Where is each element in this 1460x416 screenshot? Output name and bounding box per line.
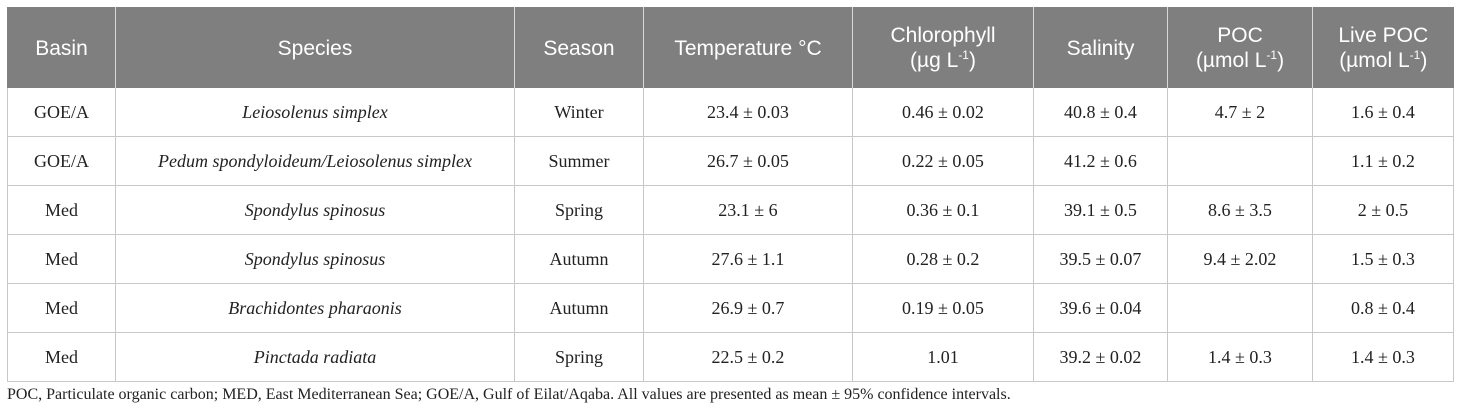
header-chlorophyll-unit: (µg L: [910, 49, 959, 72]
header-poc-label: POC: [1217, 24, 1263, 47]
unit-close: ): [968, 49, 976, 72]
header-poc-unit: (µmol L: [1195, 49, 1267, 72]
cell-salinity: 39.5 ± 0.07: [1033, 234, 1168, 284]
cell-season: Autumn: [514, 234, 644, 284]
header-season: Season: [514, 7, 644, 88]
cell-temperature: 22.5 ± 0.2: [643, 332, 853, 382]
header-salinity: Salinity: [1033, 7, 1168, 88]
cell-season: Summer: [514, 136, 644, 186]
cell-basin: Med: [7, 185, 116, 235]
cell-season: Spring: [514, 185, 644, 235]
cell-temperature: 23.1 ± 6: [643, 185, 853, 235]
cell-temperature: 26.9 ± 0.7: [643, 283, 853, 333]
table-row: Med Spondylus spinosus Autumn 27.6 ± 1.1…: [7, 234, 1454, 284]
cell-salinity: 39.1 ± 0.5: [1033, 185, 1168, 235]
cell-chlorophyll: 1.01: [852, 332, 1034, 382]
cell-chlorophyll: 0.36 ± 0.1: [852, 185, 1034, 235]
cell-salinity: 40.8 ± 0.4: [1033, 88, 1168, 137]
cell-live-poc: 2 ± 0.5: [1312, 185, 1454, 235]
unit-close: ): [1420, 49, 1428, 72]
cell-live-poc: 1.1 ± 0.2: [1312, 136, 1454, 186]
cell-poc: [1167, 136, 1313, 186]
cell-season: Spring: [514, 332, 644, 382]
cell-basin: Med: [7, 332, 116, 382]
header-basin: Basin: [7, 7, 116, 88]
header-chlorophyll-label: Chlorophyll: [890, 24, 996, 47]
cell-live-poc: 1.5 ± 0.3: [1312, 234, 1454, 284]
table-row: GOE/A Pedum spondyloideum/Leiosolenus si…: [7, 136, 1454, 186]
cell-poc: 8.6 ± 3.5: [1167, 185, 1313, 235]
table-footnote: POC, Particulate organic carbon; MED, Ea…: [7, 386, 1011, 403]
cell-poc: 4.7 ± 2: [1167, 88, 1313, 137]
table-header: Basin Species Season Temperature °C Chlo…: [7, 7, 1454, 88]
cell-species: Pinctada radiata: [115, 332, 515, 382]
cell-species: Pedum spondyloideum/Leiosolenus simplex: [115, 136, 515, 186]
cell-live-poc: 0.8 ± 0.4: [1312, 283, 1454, 333]
cell-basin: GOE/A: [7, 136, 116, 186]
cell-season: Winter: [514, 88, 644, 137]
unit-exponent: -1: [1409, 48, 1421, 62]
cell-chlorophyll: 0.46 ± 0.02: [852, 88, 1034, 137]
header-row: Basin Species Season Temperature °C Chlo…: [7, 7, 1454, 88]
header-live-poc: Live POC (µmol L-1): [1312, 7, 1454, 88]
cell-salinity: 39.2 ± 0.02: [1033, 332, 1168, 382]
cell-temperature: 27.6 ± 1.1: [643, 234, 853, 284]
cell-live-poc: 1.4 ± 0.3: [1312, 332, 1454, 382]
table-body: GOE/A Leiosolenus simplex Winter 23.4 ± …: [7, 88, 1454, 382]
cell-live-poc: 1.6 ± 0.4: [1312, 88, 1454, 137]
cell-basin: Med: [7, 283, 116, 333]
cell-species: Leiosolenus simplex: [115, 88, 515, 137]
cell-season: Autumn: [514, 283, 644, 333]
header-species: Species: [115, 7, 515, 88]
cell-temperature: 23.4 ± 0.03: [643, 88, 853, 137]
table-row: Med Brachidontes pharaonis Autumn 26.9 ±…: [7, 283, 1454, 333]
data-table: Basin Species Season Temperature °C Chlo…: [7, 7, 1454, 382]
cell-salinity: 41.2 ± 0.6: [1033, 136, 1168, 186]
cell-poc: [1167, 283, 1313, 333]
cell-temperature: 26.7 ± 0.05: [643, 136, 853, 186]
header-live-poc-label: Live POC: [1338, 24, 1429, 47]
cell-chlorophyll: 0.19 ± 0.05: [852, 283, 1034, 333]
data-table-container: Basin Species Season Temperature °C Chlo…: [7, 7, 1454, 382]
cell-chlorophyll: 0.28 ± 0.2: [852, 234, 1034, 284]
cell-poc: 9.4 ± 2.02: [1167, 234, 1313, 284]
cell-species: Brachidontes pharaonis: [115, 283, 515, 333]
cell-species: Spondylus spinosus: [115, 234, 515, 284]
header-live-poc-unit: (µmol L: [1339, 49, 1410, 72]
table-row: Med Spondylus spinosus Spring 23.1 ± 6 0…: [7, 185, 1454, 235]
cell-basin: GOE/A: [7, 88, 116, 137]
cell-species: Spondylus spinosus: [115, 185, 515, 235]
header-poc: POC (µmol L-1): [1167, 7, 1313, 88]
cell-salinity: 39.6 ± 0.04: [1033, 283, 1168, 333]
unit-exponent: -1: [958, 48, 969, 62]
unit-exponent: -1: [1266, 48, 1278, 62]
cell-poc: 1.4 ± 0.3: [1167, 332, 1313, 382]
table-row: Med Pinctada radiata Spring 22.5 ± 0.2 1…: [7, 332, 1454, 382]
header-temperature: Temperature °C: [643, 7, 853, 88]
cell-basin: Med: [7, 234, 116, 284]
header-chlorophyll: Chlorophyll (µg L-1): [852, 7, 1034, 88]
table-row: GOE/A Leiosolenus simplex Winter 23.4 ± …: [7, 88, 1454, 137]
unit-close: ): [1277, 49, 1285, 72]
cell-chlorophyll: 0.22 ± 0.05: [852, 136, 1034, 186]
